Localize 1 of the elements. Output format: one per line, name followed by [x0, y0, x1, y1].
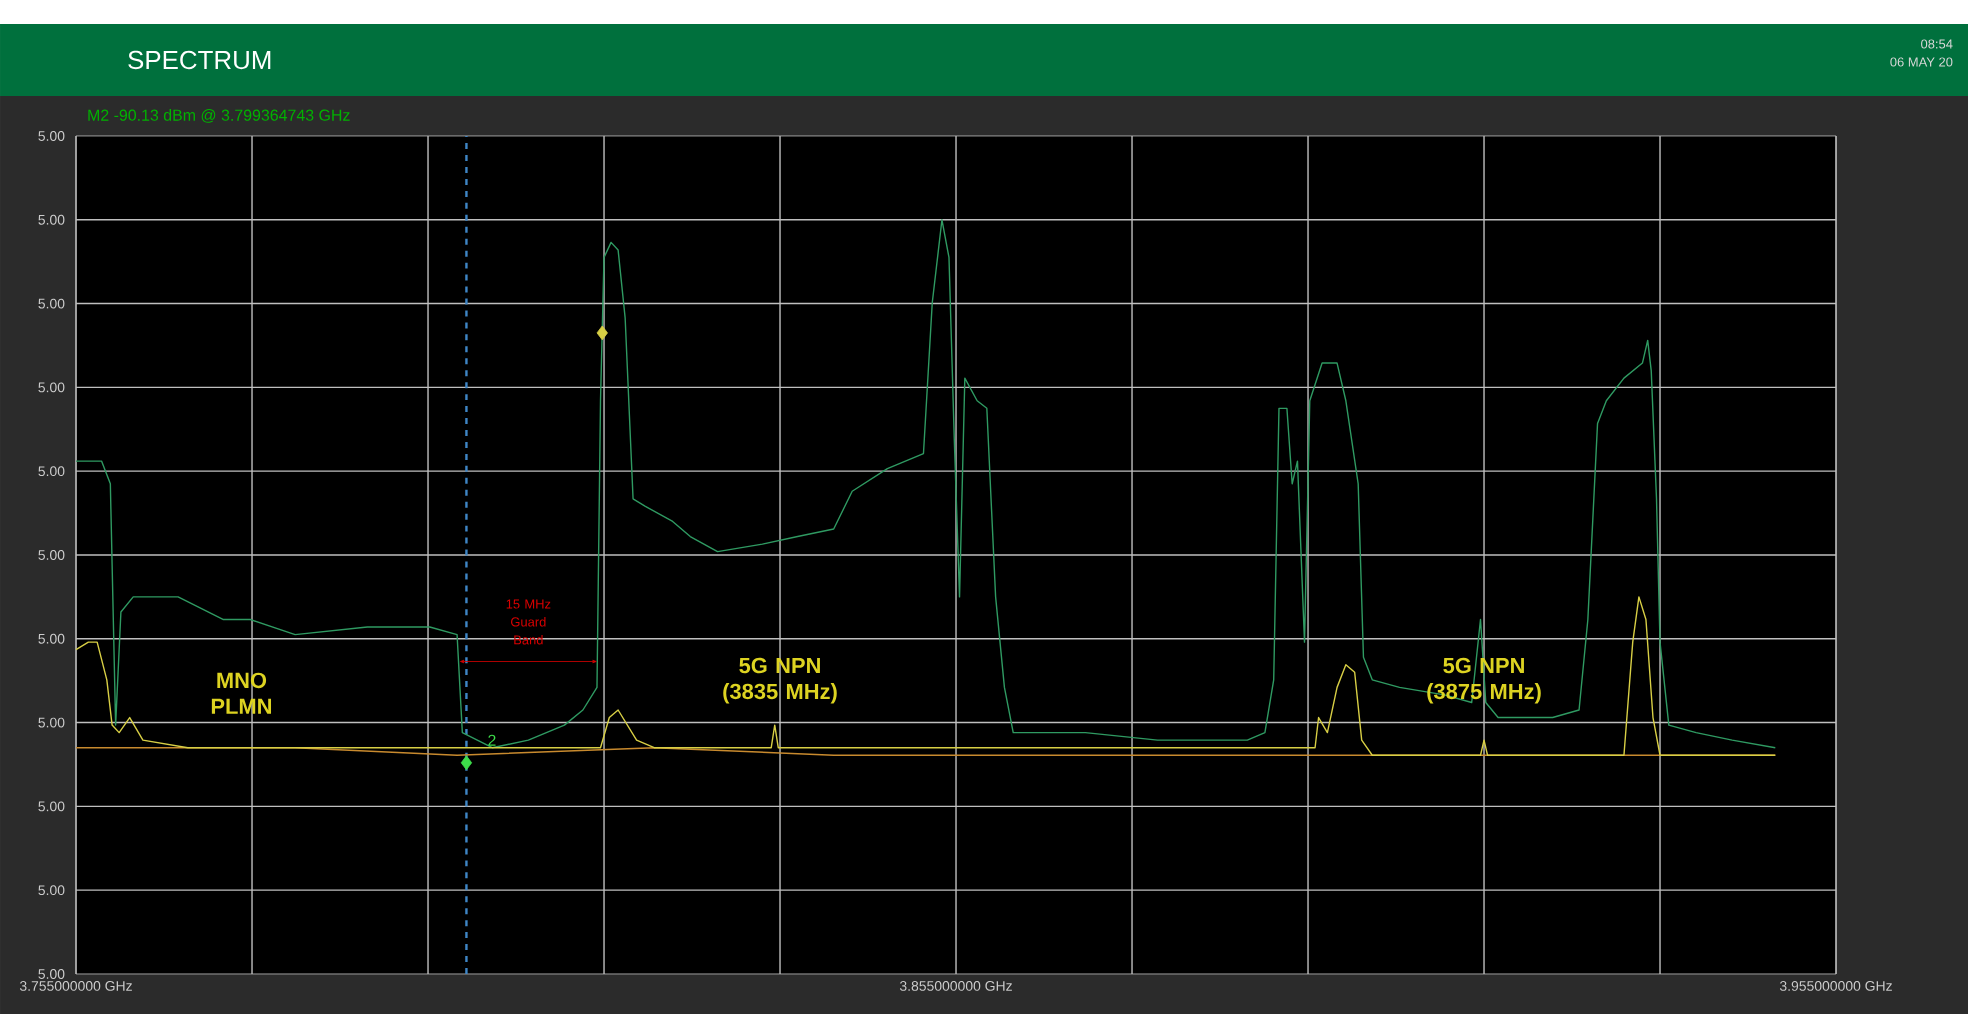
- chart-title: SPECTRUM: [128, 50, 271, 70]
